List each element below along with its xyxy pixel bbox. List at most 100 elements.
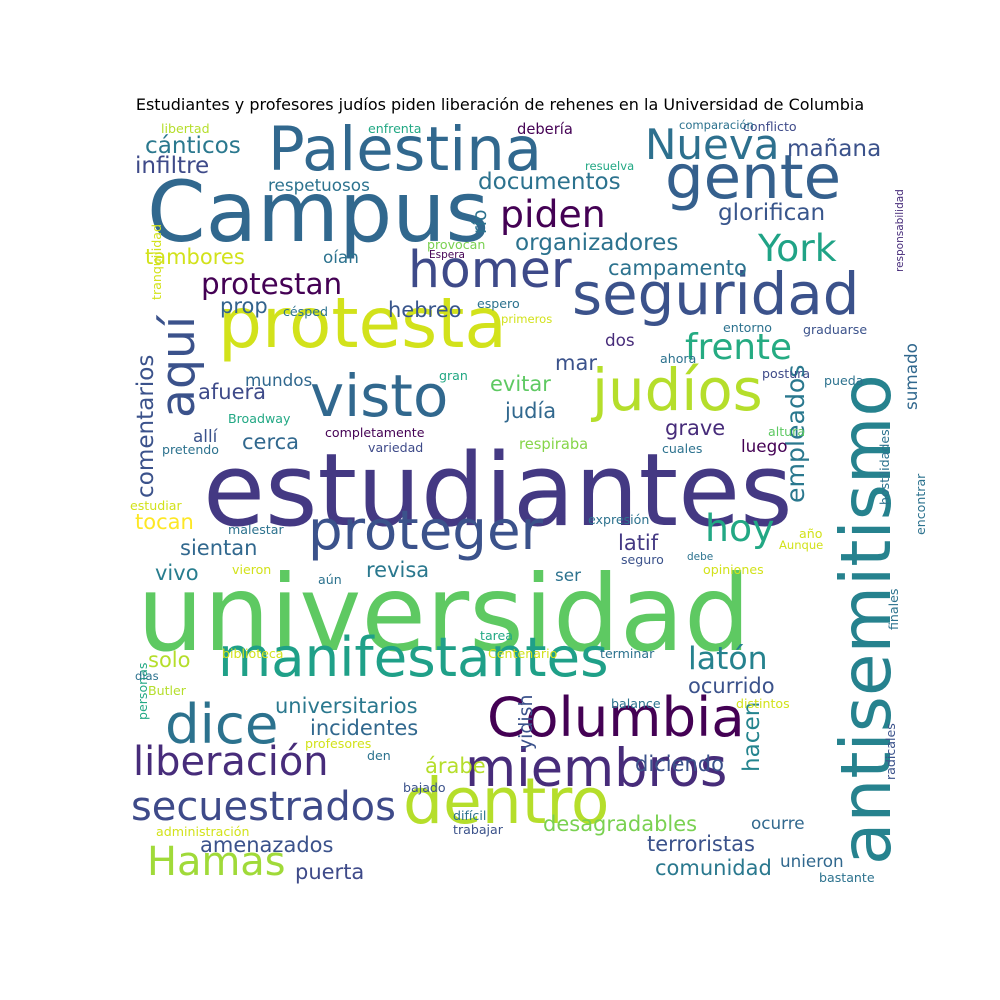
- word-cloud: universidad estudiantes Campus antisemitism…: [125, 118, 928, 895]
- word-solo: solo: [148, 648, 191, 672]
- word-dentro: dentro: [403, 765, 610, 838]
- word-postura: postura: [762, 366, 811, 381]
- word-espero: espero: [477, 296, 520, 311]
- word-vieron: vieron: [232, 562, 272, 577]
- word-afuera: afuera: [198, 380, 266, 404]
- word-completamente: completamente: [325, 425, 425, 440]
- word-gente: gente: [665, 142, 842, 213]
- word-mañana: mañana: [787, 136, 882, 162]
- word-distintos: distintos: [736, 696, 790, 711]
- word-yidish: yidish: [515, 694, 537, 750]
- word-malestar: malestar: [228, 522, 284, 537]
- word-puerta: puerta: [295, 860, 365, 884]
- word-resuelva: resuelva: [585, 159, 635, 173]
- word-nueva: Nueva: [645, 120, 780, 169]
- word-graduarse: graduarse: [803, 322, 868, 337]
- word-aún: aún: [318, 572, 342, 587]
- word-hostilidades: hostilidades: [877, 429, 892, 505]
- word-vivo: vivo: [155, 561, 199, 585]
- word-balance: balance: [611, 696, 661, 711]
- word-piden: piden: [500, 192, 606, 236]
- chart-title: Estudiantes y profesores judíos piden li…: [135, 95, 865, 114]
- word-liberación: liberación: [133, 739, 329, 785]
- word-ocurre: ocurre: [751, 813, 805, 833]
- word-mundos: mundos: [245, 370, 313, 390]
- word-bajado: bajado: [403, 780, 446, 795]
- word-luego: luego: [741, 436, 788, 456]
- word-profesores: profesores: [305, 736, 372, 751]
- word-hoy: hoy: [705, 506, 775, 550]
- word-altura: altura: [768, 424, 806, 439]
- word-gran: gran: [439, 368, 468, 383]
- word-desagradables: desagradables: [543, 812, 698, 836]
- word-comunidad: comunidad: [655, 856, 772, 880]
- word-radicales: radicales: [883, 723, 898, 780]
- word-administración: administración: [156, 824, 250, 839]
- word-butler: Butler: [148, 683, 186, 698]
- word-respetuosos: respetuosos: [268, 175, 370, 195]
- word-tambores: tambores: [145, 245, 245, 269]
- word-responsabilidad: responsabilidad: [894, 189, 906, 272]
- word-entorno: entorno: [723, 320, 773, 335]
- word-comentarios: comentarios: [133, 354, 159, 498]
- word-ahora: ahora: [660, 351, 697, 366]
- word-espera: Espera: [429, 249, 465, 261]
- word-tocan: tocan: [135, 510, 194, 534]
- word-año: año: [799, 526, 823, 541]
- word-tarea: tarea: [480, 628, 514, 643]
- word-dice: dice: [165, 692, 279, 756]
- word-seguridad: seguridad: [572, 260, 860, 328]
- word-mar: mar: [555, 351, 597, 375]
- word-incidentes: incidentes: [310, 716, 419, 740]
- word-aunque: Aunque: [779, 538, 824, 552]
- word-latif: latif: [618, 531, 659, 555]
- word-homer: homer: [408, 240, 572, 299]
- word-días: días: [135, 669, 159, 683]
- word-hebreo: hebreo: [388, 298, 462, 322]
- word-ocurrido: ocurrido: [688, 674, 775, 698]
- word-comparación: comparación: [679, 118, 754, 132]
- word-secuestrados: secuestrados: [131, 784, 396, 830]
- word-infiltre: infiltre: [135, 153, 210, 179]
- word-árabe: árabe: [425, 754, 486, 778]
- word-diciendo: diciendo: [635, 752, 724, 776]
- word-unieron: unieron: [780, 851, 844, 871]
- word-organizadores: organizadores: [515, 230, 679, 256]
- word-opiniones: opiniones: [703, 562, 764, 577]
- word-cánticos: cánticos: [145, 133, 241, 159]
- word-cerca: cerca: [242, 430, 300, 454]
- word-estudiantes: estudiantes: [203, 431, 793, 549]
- word-universidad: universidad: [137, 553, 751, 675]
- word-debe: debe: [687, 551, 714, 563]
- word-broadway: Broadway: [228, 411, 291, 426]
- word-judía: judía: [505, 399, 557, 423]
- word-protesta: protesta: [218, 284, 507, 364]
- word-hamas: Hamas: [147, 839, 286, 885]
- word-bastante: bastante: [819, 870, 875, 885]
- word-terroristas: terroristas: [647, 832, 755, 856]
- word-trabajar: trabajar: [453, 822, 503, 837]
- word-pretendo: pretendo: [162, 442, 220, 457]
- word-respiraba: respiraba: [519, 436, 589, 453]
- word-judíos: judíos: [592, 356, 763, 424]
- word-revisa: revisa: [366, 558, 430, 582]
- word-centenario: Centenario: [488, 646, 558, 661]
- word-amenazados: amenazados: [200, 833, 334, 857]
- word-manifestantes: manifestantes: [218, 625, 609, 689]
- word-cuales: cuales: [662, 441, 703, 456]
- word-columbia: Columbia: [487, 685, 745, 749]
- word-conflicto: conflicto: [743, 119, 797, 134]
- word-estudiar: estudiar: [130, 498, 182, 513]
- word-provocan: provocan: [427, 237, 486, 252]
- word-proteger: proteger: [308, 498, 543, 562]
- word-ser: ser: [555, 565, 581, 585]
- word-libertad: libertad: [161, 121, 210, 136]
- word-sientan: sientan: [180, 536, 258, 560]
- word-césped: césped: [283, 304, 328, 319]
- word-río: río: [469, 209, 491, 234]
- word-latón: latón: [688, 641, 768, 677]
- word-hacen: hacen: [739, 701, 765, 772]
- word-universitarios: universitarios: [275, 694, 418, 718]
- word-seguro: seguro: [621, 552, 664, 567]
- word-campamento: campamento: [608, 256, 747, 280]
